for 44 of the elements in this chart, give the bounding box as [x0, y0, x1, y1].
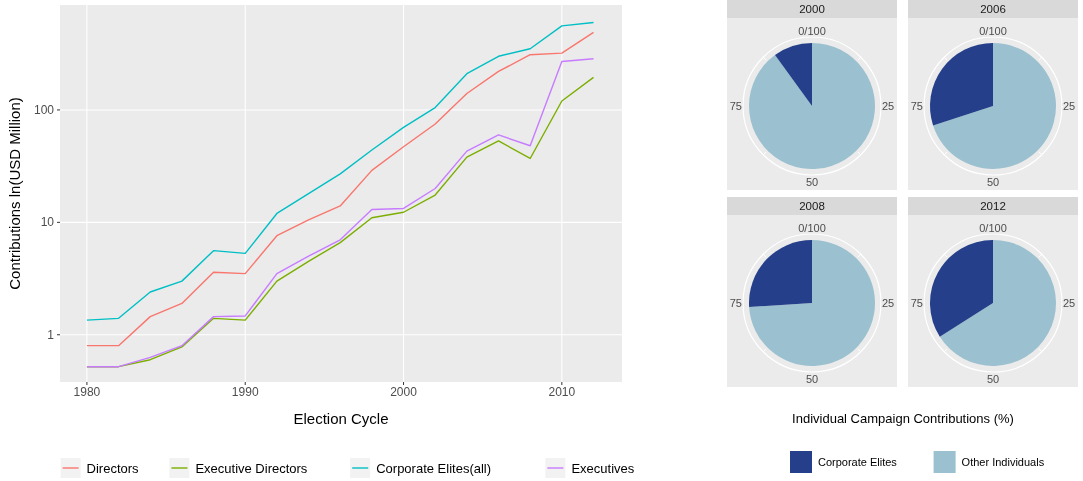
text: Individual Campaign Contributions (%): [792, 411, 1014, 426]
text: 75: [910, 100, 923, 112]
legend-label: Corporate Elites: [818, 456, 898, 468]
chart-title: 2006: [980, 3, 1006, 15]
legend-label: Executives: [571, 461, 635, 476]
pie-slice: [749, 240, 875, 366]
y-tick-label: 100: [33, 102, 55, 117]
text: 75: [729, 297, 742, 309]
y-tick-label: 10: [40, 215, 55, 230]
x-tick-label: 1980: [73, 385, 101, 399]
text: 50: [805, 373, 819, 385]
text: 75: [729, 100, 742, 112]
text: 25: [1063, 100, 1076, 112]
legend-label: Executive Directors: [195, 461, 308, 476]
pie-slice: [749, 43, 875, 169]
text: 50: [805, 176, 819, 188]
x-tick-label: 1990: [231, 385, 259, 399]
pie-slice: [930, 240, 993, 337]
text: 0/100: [979, 25, 1007, 37]
chart-title: 2012: [980, 200, 1006, 212]
pie-slice: [930, 43, 993, 126]
text: 0/100: [979, 222, 1007, 234]
legend-label: Directors: [86, 461, 140, 476]
chart-title: 2000: [799, 3, 825, 15]
text: 25: [882, 100, 895, 112]
text: 50: [986, 373, 1000, 385]
x-tick-label: 2010: [548, 385, 576, 399]
text: 75: [910, 297, 923, 309]
y-axis-title: Contributions ln(USD Million): [6, 97, 23, 290]
text: 0/100: [798, 222, 826, 234]
y-tick-label: 1: [47, 327, 55, 342]
x-axis-title: Election Cycle: [293, 410, 389, 427]
text: 25: [1063, 297, 1076, 309]
text: 50: [986, 176, 1000, 188]
pie-slice: [933, 43, 1056, 169]
legend-label: Other Individuals: [961, 456, 1045, 468]
text: 25: [882, 297, 895, 309]
chart-title: 2008: [799, 200, 825, 212]
pie-slice: [939, 240, 1056, 366]
legend-label: Corporate Elites(all): [376, 461, 492, 476]
text: 0/100: [798, 25, 826, 37]
pie-slice: [774, 43, 812, 106]
x-tick-label: 2000: [390, 385, 418, 399]
pie-slice: [749, 240, 812, 307]
